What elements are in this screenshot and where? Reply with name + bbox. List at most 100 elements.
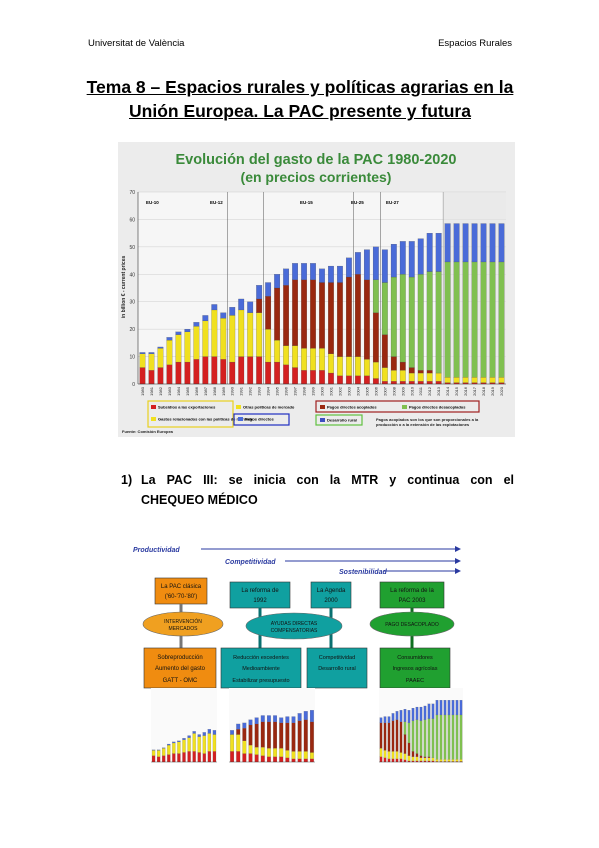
mini-bar-2010-2: [419, 755, 423, 758]
page-title: Tema 8 – Espacios rurales y políticas ag…: [60, 75, 540, 123]
mini-bar-2019-1: [455, 759, 459, 762]
x-tick-label: 2015: [454, 386, 459, 396]
bar-segment-1985-4: [184, 329, 191, 332]
x-tick-label: 2016: [463, 386, 468, 396]
mini-bar-2005-1: [399, 752, 403, 759]
mini-bar-2005-1: [310, 752, 314, 759]
mini-bar-2004-4: [303, 711, 308, 720]
mini-bar-1982-0: [162, 755, 166, 763]
x-tick-label: 1997: [293, 386, 298, 396]
bar-segment-2013-0: [435, 381, 442, 385]
bar-segment-2006-3: [372, 279, 379, 313]
bar-segment-2002-4: [337, 265, 343, 283]
mini-bar-1997-1: [260, 747, 265, 756]
y-tick-label: 70: [129, 190, 135, 196]
mini-bar-1993-4: [236, 723, 241, 730]
mini-bar-1994-4: [242, 722, 247, 729]
ellipse-decoupled-payment: PAGO DESACOPLADO: [369, 611, 455, 637]
bar-segment-1986-4: [193, 322, 200, 327]
mini-bar-1996-0: [254, 754, 259, 763]
mini-bar-2007-2: [407, 742, 411, 756]
mini-bar-2020-4: [459, 700, 463, 716]
mini-chart-classic: [151, 688, 217, 763]
bar-segment-2004-2: [355, 274, 361, 357]
x-tick-label: 2002: [337, 386, 342, 396]
bar-segment-1991-0: [238, 356, 245, 385]
arrow-label-productivity: Productividad: [133, 547, 180, 554]
mini-bar-2002-0: [291, 758, 296, 763]
x-tick-label: 2014: [445, 386, 450, 396]
x-tick-label: 2010: [409, 386, 414, 396]
mini-bar-1995-2: [248, 724, 253, 746]
bar-segment-2007-1: [381, 367, 388, 382]
bar-segment-1989-0: [220, 359, 227, 385]
bar-segment-2009-3: [399, 274, 406, 363]
x-tick-label: 2006: [373, 386, 378, 396]
mini-bar-2005-4: [310, 710, 314, 722]
period-label-eu27: EU-27: [386, 200, 399, 205]
mini-bar-1995-1: [248, 745, 253, 754]
mini-bar-2000-4: [279, 717, 284, 723]
bar-segment-2008-2: [390, 356, 397, 371]
mini-bar-2003-4: [391, 713, 395, 721]
mini-bar-1992-0: [230, 751, 234, 763]
y-tick-label: 20: [129, 327, 135, 333]
bar-segment-2017-4: [471, 223, 478, 263]
mini-bar-1993-0: [236, 751, 241, 763]
bar-segment-2010-3: [408, 276, 415, 368]
mini-bar-2001-4: [285, 716, 290, 723]
legend-swatch-other-market: [236, 405, 241, 409]
bar-segment-2016-1: [462, 377, 469, 383]
bar-segment-1985-1: [184, 331, 191, 363]
x-tick-label: 2011: [418, 386, 423, 395]
mini-bar-2000-2: [379, 722, 383, 749]
bar-segment-1986-0: [193, 359, 200, 385]
mini-bar-2002-2: [387, 722, 391, 752]
x-tick-label: 1983: [167, 386, 172, 396]
agenda-2000-line2: 2000: [324, 598, 338, 604]
bar-segment-2003-1: [346, 356, 352, 376]
mini-bar-2017-1: [447, 759, 451, 762]
bar-segment-1989-1: [220, 318, 227, 360]
reform-1992-line1: La reforma de: [241, 588, 279, 594]
bar-segment-2006-1: [372, 361, 379, 379]
mini-chart-reform2003: [379, 688, 463, 763]
mini-bar-1992-1: [212, 734, 217, 752]
bar-segment-1996-2: [283, 285, 289, 346]
bar-segment-1988-0: [211, 356, 218, 385]
chart-title-line-2: (en precios corrientes): [241, 169, 392, 185]
mini-bar-2004-1: [395, 751, 399, 759]
bar-segment-2001-1: [328, 353, 334, 374]
y-tick-label: 40: [129, 272, 135, 278]
mini-bar-2009-2: [415, 753, 419, 757]
bar-segment-2020-4: [498, 223, 505, 263]
mini-bar-2004-4: [395, 711, 399, 720]
mini-bar-2001-4: [383, 716, 387, 723]
bar-segment-1994-2: [265, 296, 272, 330]
mini-bar-1982-1: [162, 748, 166, 756]
surplus-line1: Reducción excedentes: [233, 655, 289, 661]
mini-bar-2001-0: [383, 757, 387, 763]
mini-bar-2000-0: [379, 756, 383, 763]
mini-bar-2003-1: [391, 751, 395, 759]
bar-segment-2020-1: [498, 377, 505, 383]
intervention-line1: INTERVENCIÓN: [164, 618, 202, 625]
mini-bar-1999-0: [273, 756, 277, 763]
bar-segment-1998-0: [301, 370, 307, 385]
mini-bar-2003-1: [297, 751, 302, 759]
mini-bar-1983-0: [167, 754, 171, 763]
legend-market-related: Gastos relacionados con las políticas de…: [158, 417, 254, 422]
y-tick-label: 60: [129, 217, 135, 223]
legend-swatch-coupled: [320, 405, 325, 409]
period-label-eu25: EU-25: [351, 200, 364, 205]
mini-bar-2007-3: [407, 722, 411, 744]
mini-bar-1996-4: [254, 717, 259, 725]
decoupled-line1: PAGO DESACOPLADO: [385, 622, 439, 628]
bar-segment-2007-2: [381, 334, 388, 368]
mini-bar-2011-1: [423, 757, 427, 762]
bar-segment-2008-3: [390, 276, 397, 357]
legend-decoupled-payments: Pagos directos desacoplados: [409, 405, 466, 410]
section-pac3: 1) La PAC III: se inicia con la MTR y co…: [121, 470, 514, 510]
x-tick-label: 1999: [311, 386, 316, 396]
mini-bar-2004-2: [395, 719, 399, 752]
